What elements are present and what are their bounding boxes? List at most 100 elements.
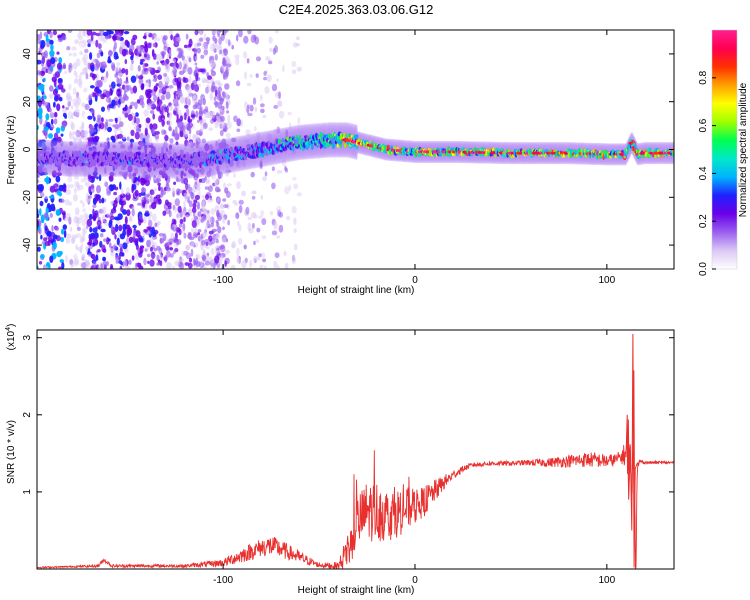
heatmap-noise-blob [56, 251, 62, 258]
heatmap-noise-blob [114, 73, 118, 78]
heatmap-noise-blob [170, 147, 176, 153]
heatmap-noise-blob [97, 43, 102, 50]
heatmap-noise-blob [197, 229, 202, 233]
heatmap-noise-blob [158, 232, 164, 237]
heatmap-noise-blob [273, 221, 278, 230]
heatmap-noise-blob [87, 62, 91, 70]
heatmap-noise-blob [94, 87, 99, 93]
heatmap-noise-blob [215, 232, 221, 240]
heatmap-noise-blob [82, 202, 85, 208]
heatmap-noise-blob [40, 254, 45, 259]
heatmap-noise-blob [89, 72, 94, 78]
heatmap-noise-blob [122, 107, 128, 111]
heatmap-noise-blob [222, 226, 225, 231]
heatmap-noise-blob [179, 115, 183, 122]
heatmap-ridge-halo [62, 140, 66, 177]
heatmap-noise-blob [153, 94, 158, 103]
heatmap-noise-blob [175, 126, 178, 135]
heatmap-noise-blob [260, 108, 265, 114]
heatmap-noise-blob [183, 250, 189, 256]
heatmap-noise-blob [59, 198, 65, 203]
heatmap-noise-blob [246, 58, 250, 64]
heatmap-noise-blob [150, 253, 156, 258]
heatmap-noise-blob [93, 116, 96, 122]
heatmap-noise-blob [249, 74, 253, 78]
heatmap-noise-blob [87, 43, 91, 48]
heatmap-noise-blob [82, 53, 88, 62]
heatmap-noise-blob [83, 130, 88, 138]
heatmap-noise-blob [86, 30, 93, 36]
heatmap-noise-blob [88, 171, 93, 175]
heatmap-noise-blob [181, 55, 185, 61]
snr-x-label: Height of straight line (km) [298, 585, 415, 596]
heatmap-noise-blob [236, 181, 241, 190]
heatmap-noise-blob [142, 62, 146, 71]
heatmap-noise-blob [196, 42, 202, 47]
snr-series-line [37, 370, 674, 569]
heatmap-noise-blob [262, 258, 267, 263]
heatmap-ridge-cell [98, 162, 101, 167]
heatmap-ridge-cell [355, 145, 359, 150]
heatmap-noise-blob [183, 232, 187, 239]
heatmap-noise-blob [222, 216, 226, 224]
heatmap-noise-blob [144, 212, 150, 217]
heatmap-noise-blob [211, 258, 215, 264]
heatmap-noise-blob [129, 45, 135, 51]
heatmap-noise-blob [253, 34, 257, 41]
heatmap-noise-blob [188, 200, 193, 208]
heatmap-noise-blob [52, 241, 57, 250]
heatmap-noise-blob [61, 121, 67, 129]
heatmap-noise-blob [63, 229, 67, 239]
heatmap-noise-blob [144, 179, 150, 187]
heatmap-noise-blob [105, 261, 110, 266]
heatmap-noise-blob [132, 85, 138, 94]
heatmap-noise-blob [273, 104, 279, 109]
heatmap-noise-blob [227, 114, 231, 123]
heatmap-noise-blob [187, 47, 193, 51]
heatmap-noise-blob [131, 255, 135, 261]
heatmap-noise-blob [222, 91, 227, 99]
heatmap-noise-blob [189, 169, 194, 175]
heatmap-noise-blob [201, 43, 208, 51]
heatmap-noise-blob [96, 79, 103, 88]
heatmap-noise-blob [144, 69, 149, 75]
spectrogram-x-label: Height of straight line (km) [298, 285, 415, 296]
snr-panel: -100 0 100 123 Height of straight line (km… [5, 324, 675, 596]
heatmap-noise-blob [85, 214, 89, 220]
heatmap-noise-blob [210, 222, 214, 228]
heatmap-ridge-cell [262, 146, 266, 150]
heatmap-noise-blob [158, 115, 163, 123]
heatmap-noise-blob [187, 67, 193, 75]
heatmap-noise-blob [81, 122, 85, 130]
heatmap-noise-blob [236, 128, 241, 133]
heatmap-noise-blob [205, 165, 209, 173]
heatmap-noise-blob [139, 61, 144, 65]
heatmap-noise-blob [259, 264, 264, 269]
heatmap-noise-blob [221, 65, 227, 72]
heatmap-noise-blob [160, 187, 164, 195]
heatmap-noise-blob [175, 141, 179, 146]
heatmap-ridge-cell [354, 134, 359, 139]
heatmap-noise-blob [79, 214, 84, 220]
heatmap-noise-blob [52, 30, 58, 36]
heatmap-noise-blob [233, 115, 238, 122]
heatmap-noise-blob [130, 142, 133, 149]
heatmap-noise-blob [102, 31, 109, 37]
heatmap-noise-blob [85, 254, 91, 260]
heatmap-noise-blob [214, 54, 218, 61]
heatmap-ridge-halo [204, 140, 208, 177]
heatmap-noise-blob [75, 244, 79, 249]
heatmap-noise-blob [53, 183, 59, 188]
heatmap-noise-blob [172, 62, 177, 69]
snr-spike-line [625, 333, 638, 568]
heatmap-noise-blob [47, 67, 53, 75]
heatmap-noise-blob [115, 220, 121, 225]
heatmap-ridge-halo [83, 141, 88, 178]
heatmap-noise-blob [75, 72, 78, 80]
heatmap-noise-blob [69, 226, 73, 232]
heatmap-noise-blob [196, 201, 200, 210]
heatmap-ridge-cell [228, 158, 231, 164]
heatmap-noise-blob [102, 89, 108, 95]
heatmap-noise-blob [276, 126, 280, 134]
heatmap-noise-blob [49, 255, 54, 263]
